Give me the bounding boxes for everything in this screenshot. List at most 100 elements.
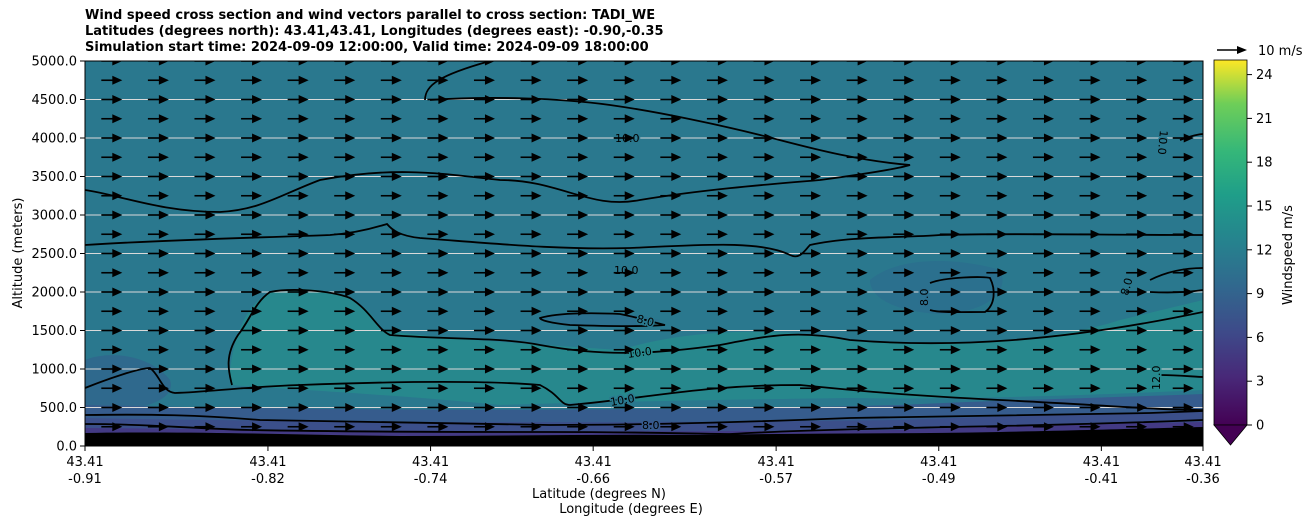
wind-vector — [1172, 403, 1194, 412]
wind-vector — [893, 383, 915, 393]
wind-vector-head — [764, 61, 775, 66]
wind-vector-head — [1043, 364, 1054, 374]
wind-vector — [380, 326, 402, 335]
wind-vector — [334, 152, 356, 162]
wind-vector-head — [764, 249, 775, 258]
wind-vector — [241, 403, 263, 412]
wind-vector — [101, 152, 123, 162]
wind-vector — [334, 114, 356, 124]
wind-vector — [846, 422, 868, 432]
wind-vector-head — [624, 345, 635, 355]
wind-vector — [613, 403, 635, 412]
wind-vector — [194, 249, 216, 258]
wind-vector — [1172, 191, 1194, 201]
wind-vector — [334, 249, 356, 258]
wind-vector-head — [811, 249, 822, 258]
wind-vector — [101, 287, 123, 297]
wind-vector-head — [578, 268, 589, 278]
wind-vector-head — [671, 326, 682, 335]
colorbar-tick-label: 18 — [1256, 156, 1273, 171]
wind-vector-head — [717, 306, 728, 316]
wind-vector — [893, 249, 915, 258]
wind-vector — [1172, 326, 1194, 335]
wind-vector — [613, 229, 635, 239]
wind-vector-head — [391, 249, 402, 258]
wind-vector — [427, 345, 449, 355]
wind-vector — [1126, 133, 1148, 143]
wind-vector — [101, 172, 123, 181]
wind-vector-head — [1183, 133, 1194, 143]
wind-vector — [520, 172, 542, 181]
wind-vector-head — [811, 75, 822, 85]
wind-vector — [753, 306, 775, 316]
wind-vector — [427, 114, 449, 124]
wind-vector-head — [764, 345, 775, 355]
wind-vector-head — [624, 95, 635, 104]
wind-vector-head — [997, 172, 1008, 181]
wind-vector — [1126, 268, 1148, 278]
wind-vector-head — [857, 268, 868, 278]
wind-vector — [520, 95, 542, 104]
wind-vector-head — [904, 114, 915, 124]
wind-vector-head — [1137, 287, 1148, 297]
wind-vector — [706, 61, 728, 66]
wind-vector-head — [112, 403, 123, 412]
wind-vector — [706, 191, 728, 201]
wind-vector-head — [811, 326, 822, 335]
contour-label: 12.0 — [1150, 366, 1163, 391]
wind-vector — [613, 345, 635, 355]
wind-vector — [706, 268, 728, 278]
wind-vector — [287, 422, 309, 432]
wind-vector — [1032, 61, 1054, 66]
x-tick-label-lon: -0.57 — [759, 472, 793, 487]
wind-vector — [567, 249, 589, 258]
wind-vector-head — [438, 249, 449, 258]
wind-vector-head — [298, 229, 309, 239]
wind-vector — [147, 229, 169, 239]
wind-vector — [1126, 210, 1148, 220]
wind-vector-head — [624, 326, 635, 335]
contour-line-10-upper — [85, 97, 911, 213]
wind-vector-head — [438, 210, 449, 220]
wind-vector — [800, 191, 822, 201]
wind-vector — [1032, 287, 1054, 297]
wind-vector — [613, 249, 635, 258]
wind-vector-head — [484, 152, 495, 162]
wind-vector — [1172, 133, 1194, 143]
wind-vector — [101, 345, 123, 355]
wind-vector-head — [997, 345, 1008, 355]
wind-vector-head — [345, 403, 356, 412]
wind-vector-head — [252, 229, 263, 239]
wind-vector-head — [1090, 249, 1101, 258]
wind-vector-head — [531, 95, 542, 104]
wind-vector — [1032, 114, 1054, 124]
wind-vector-head — [158, 133, 169, 143]
wind-vector — [939, 306, 961, 316]
wind-vector-head — [1137, 249, 1148, 258]
wind-vector — [194, 114, 216, 124]
wind-vector-head — [158, 75, 169, 85]
wind-vector-head — [624, 287, 635, 297]
wind-vector-head — [1137, 306, 1148, 316]
wind-vector-head — [1090, 326, 1101, 335]
wind-vector-head — [811, 191, 822, 201]
wind-vector — [241, 287, 263, 297]
wind-vector-head — [345, 114, 356, 124]
wind-vector-head — [1090, 306, 1101, 316]
wind-vector — [567, 61, 589, 66]
wind-vector — [473, 95, 495, 104]
wind-vector-head — [1043, 422, 1054, 432]
wind-vector — [427, 364, 449, 374]
wind-vector — [1032, 133, 1054, 143]
wind-vector — [753, 345, 775, 355]
wind-vector-head — [531, 268, 542, 278]
wind-vector-head — [112, 75, 123, 85]
wind-vector — [520, 229, 542, 239]
wind-vector-head — [1183, 172, 1194, 181]
wind-vector-head — [811, 364, 822, 374]
wind-vector — [986, 306, 1008, 316]
wind-vector — [520, 403, 542, 412]
wind-vector — [101, 364, 123, 374]
wind-vector-head — [717, 114, 728, 124]
wind-vector-head — [252, 345, 263, 355]
